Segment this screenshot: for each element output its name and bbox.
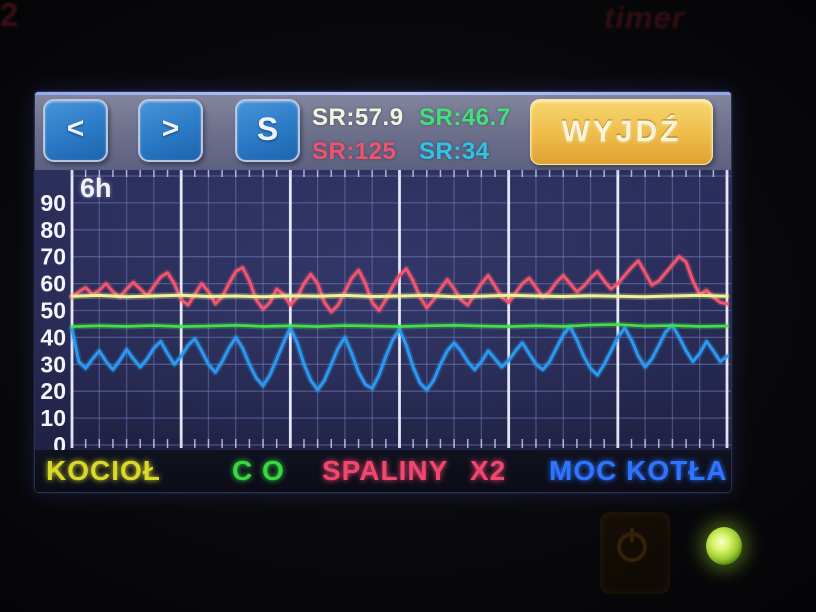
legend-item-x2: X2 (470, 455, 507, 486)
legend-item-moc-kotla: MOC KOTŁA (549, 455, 728, 486)
svg-text:20: 20 (40, 378, 66, 404)
power-icon (617, 528, 647, 562)
chart-legend: KOCIOŁ C O SPALINY X2 MOC KOTŁA (35, 450, 731, 492)
prev-button[interactable]: < (43, 99, 108, 162)
svg-text:40: 40 (40, 324, 66, 350)
scale-button[interactable]: S (235, 99, 300, 162)
bezel-brand-logo: timer (604, 0, 685, 35)
next-button[interactable]: > (138, 99, 203, 162)
readout-co-avg: SR:46.7 (419, 104, 511, 131)
svg-text:10: 10 (40, 405, 66, 431)
trend-chart: 6h 90 80 70 60 50 40 30 20 10 0 (35, 170, 731, 450)
svg-text:30: 30 (40, 351, 66, 377)
controller-screen: < > S SR:57.9 SR:46.7 SR:125 SR:34 WYJDŹ… (35, 92, 731, 492)
svg-text:90: 90 (40, 190, 66, 216)
legend-item-spaliny: SPALINY (322, 455, 449, 486)
svg-text:70: 70 (40, 244, 66, 270)
bezel-corner-glyph: 2 (0, 0, 19, 33)
readout-kociol-avg: SR:57.9 (312, 104, 404, 131)
svg-text:0: 0 (53, 432, 66, 450)
power-led-indicator (706, 527, 742, 565)
readout-moc-avg: SR:34 (419, 138, 490, 165)
svg-text:60: 60 (40, 271, 66, 297)
legend-item-co: C O (232, 455, 285, 486)
power-button[interactable] (600, 512, 670, 594)
legend-item-kociol: KOCIOŁ (46, 455, 161, 486)
svg-text:80: 80 (40, 217, 66, 243)
svg-text:50: 50 (40, 298, 66, 324)
readout-spaliny-avg: SR:125 (312, 138, 397, 165)
exit-button[interactable]: WYJDŹ (530, 99, 713, 165)
time-window-label: 6h (80, 173, 112, 203)
toolbar: < > S SR:57.9 SR:46.7 SR:125 SR:34 WYJDŹ (35, 92, 731, 170)
